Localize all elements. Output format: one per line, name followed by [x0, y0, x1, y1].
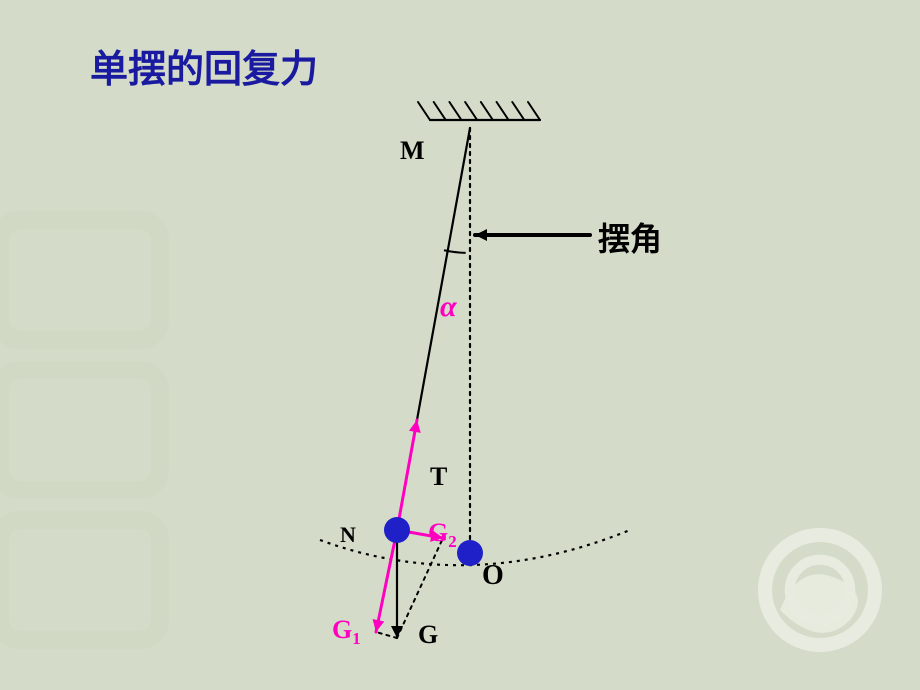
slide-root: 单摆的回复力 M α 摆角 T N O G G1 G2 — [0, 0, 920, 690]
slide-title: 单摆的回复力 — [90, 38, 318, 93]
label-O: O — [482, 560, 504, 592]
diagram-svg — [0, 0, 920, 690]
label-swing-angle: 摆角 — [598, 214, 662, 260]
label-G1: G1 — [332, 615, 361, 649]
label-T: T — [430, 462, 447, 492]
label-alpha: α — [440, 290, 457, 324]
label-G2: G2 — [428, 518, 457, 552]
label-N: N — [340, 522, 356, 548]
label-M: M — [400, 136, 425, 166]
label-G: G — [418, 620, 438, 650]
